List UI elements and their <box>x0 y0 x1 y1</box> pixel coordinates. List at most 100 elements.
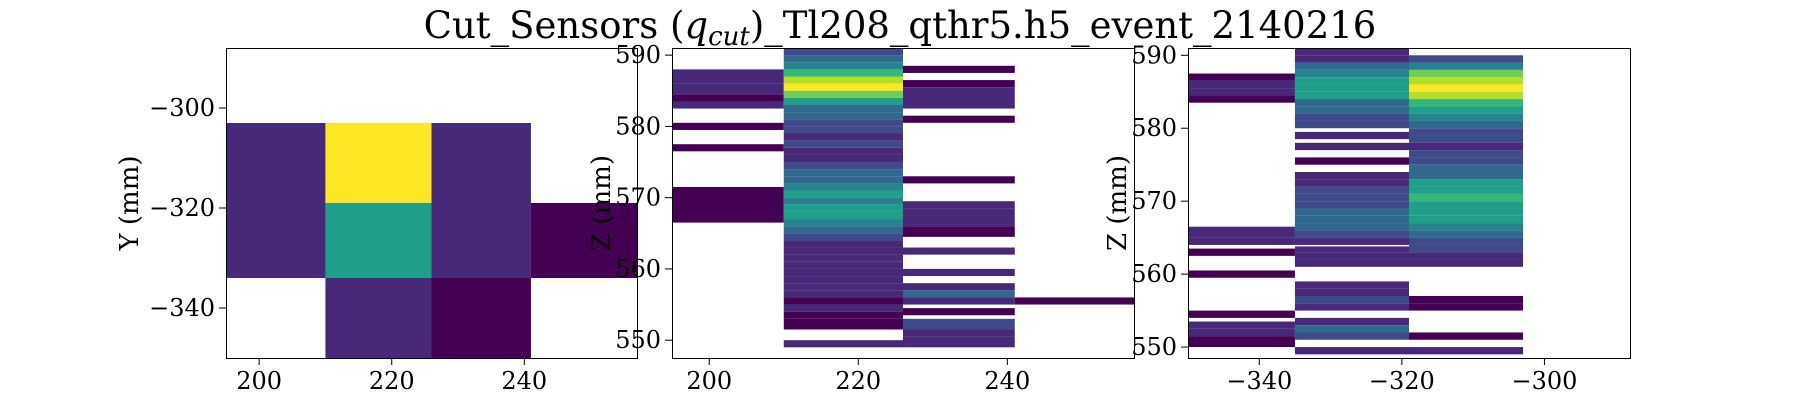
heatmap-cell <box>1409 99 1524 107</box>
heatmap-cell <box>1409 113 1524 121</box>
heatmap-cell <box>903 247 1015 255</box>
heatmap-cell <box>1409 347 1524 355</box>
heatmap-cell <box>1409 303 1524 311</box>
heatmap-cell <box>1409 186 1524 194</box>
heatmap-cell <box>903 336 1015 348</box>
heatmap-cell <box>1294 91 1409 100</box>
heatmap-cell <box>1294 84 1409 92</box>
heatmap-cell <box>1294 317 1409 326</box>
heatmap-cell <box>1409 142 1524 151</box>
heatmap-cell <box>1294 157 1409 165</box>
heatmap-cell <box>1409 201 1524 209</box>
heatmap-cell <box>903 318 1015 330</box>
heatmap-cell <box>1294 332 1409 340</box>
heatmap-cell <box>1409 244 1524 253</box>
heatmap-cell <box>1294 172 1409 180</box>
heatmap-cell <box>783 119 903 127</box>
heatmap-cell <box>1294 325 1409 333</box>
heatmap-cell <box>1294 99 1409 107</box>
title-prefix: Cut_Sensors ( <box>424 4 685 48</box>
title-q-symbol: q <box>684 4 708 47</box>
y-tick-label: 550 <box>615 326 661 354</box>
heatmap-cell <box>1409 120 1524 129</box>
heatmap-cell <box>1409 91 1524 100</box>
heatmap-cell <box>783 261 903 269</box>
heatmap-cell <box>903 329 1015 337</box>
heatmap-cell <box>1294 113 1409 121</box>
heatmap-cell <box>783 297 903 305</box>
x-tick-label: −300 <box>1511 367 1577 395</box>
x-tick-label: −320 <box>1369 367 1435 395</box>
heatmap-cell <box>783 219 903 227</box>
heatmap-cell <box>1294 246 1409 253</box>
heatmap-cell <box>1294 106 1409 114</box>
x-tick-label: 200 <box>686 367 732 395</box>
heatmap-cells <box>672 48 1134 348</box>
heatmap-cell <box>1188 270 1295 278</box>
heatmap-cell <box>783 112 903 120</box>
heatmap-cell <box>1409 259 1524 267</box>
heatmap-cell <box>1409 193 1524 202</box>
heatmap-cell <box>783 126 903 134</box>
heatmap-cell <box>1294 296 1409 304</box>
heatmap-cell <box>1409 135 1524 143</box>
heatmap-cell <box>1409 332 1524 340</box>
heatmap-cell <box>783 311 903 319</box>
heatmap-cell <box>903 176 1015 184</box>
y-axis-label: Z (mm) <box>587 155 617 251</box>
heatmap-cell <box>783 226 903 234</box>
heatmap-cell <box>1188 310 1295 318</box>
heatmap-cell <box>1409 157 1524 165</box>
heatmap-cell <box>1294 179 1409 187</box>
heatmap-cell <box>783 190 903 198</box>
heatmap-cell <box>672 186 784 223</box>
panel-xz: 200 220 240 550 560 570 580 590 Z (mm) <box>587 41 1135 395</box>
title-suffix: )_Tl208_qthr5.h5_event_2140216 <box>750 4 1377 48</box>
y-tick-label: 570 <box>1131 187 1177 215</box>
heatmap-cell <box>1188 321 1295 329</box>
heatmap-cell <box>1294 62 1409 70</box>
heatmap-cell <box>1294 259 1409 267</box>
x-tick-label: 240 <box>501 367 547 395</box>
heatmap-cell <box>1409 106 1524 114</box>
heatmap-cell <box>783 276 903 284</box>
heatmap-cell <box>1294 69 1409 78</box>
heatmap-cell <box>783 247 903 255</box>
heatmap-cell <box>226 203 326 278</box>
heatmap-cell <box>1014 297 1134 305</box>
heatmap-cell <box>783 105 903 113</box>
x-tick-label: 220 <box>369 367 415 395</box>
heatmap-cell <box>325 123 432 203</box>
heatmap-cell <box>783 76 903 84</box>
heatmap-cell <box>1294 288 1409 296</box>
heatmap-cell <box>783 55 903 63</box>
heatmap-cell <box>903 201 1015 209</box>
heatmap-cell <box>1409 128 1524 136</box>
heatmap-cell <box>783 147 903 155</box>
heatmap-cell <box>1188 88 1295 96</box>
heatmap-cell <box>903 115 1015 123</box>
figure-title: Cut_Sensors (qcut)_Tl208_qthr5.h5_event_… <box>424 4 1377 52</box>
panel-xy: 200 220 240 −340 −320 −300 Y (mm) <box>115 48 638 395</box>
heatmap-cell <box>783 283 903 291</box>
heatmap-cell <box>1188 80 1295 89</box>
heatmap-cell <box>1409 172 1524 180</box>
y-tick-label: 590 <box>615 41 661 69</box>
heatmap-cell <box>783 340 903 348</box>
heatmap-cell <box>783 69 903 77</box>
heatmap-cell <box>783 211 903 220</box>
heatmap-cell <box>672 69 784 84</box>
heatmap-cell <box>1294 48 1409 56</box>
heatmap-cell <box>1409 179 1524 187</box>
y-tick-label: 550 <box>1131 333 1177 361</box>
heatmap-cell <box>783 197 903 205</box>
heatmap-cell <box>783 268 903 277</box>
heatmap-cell <box>1188 328 1295 337</box>
heatmap-cell <box>783 154 903 163</box>
heatmap-cell <box>783 304 903 312</box>
heatmap-cell <box>1188 248 1295 256</box>
heatmap-cell <box>431 278 531 358</box>
heatmap-cell <box>1188 95 1295 103</box>
heatmap-cell <box>1294 208 1409 216</box>
